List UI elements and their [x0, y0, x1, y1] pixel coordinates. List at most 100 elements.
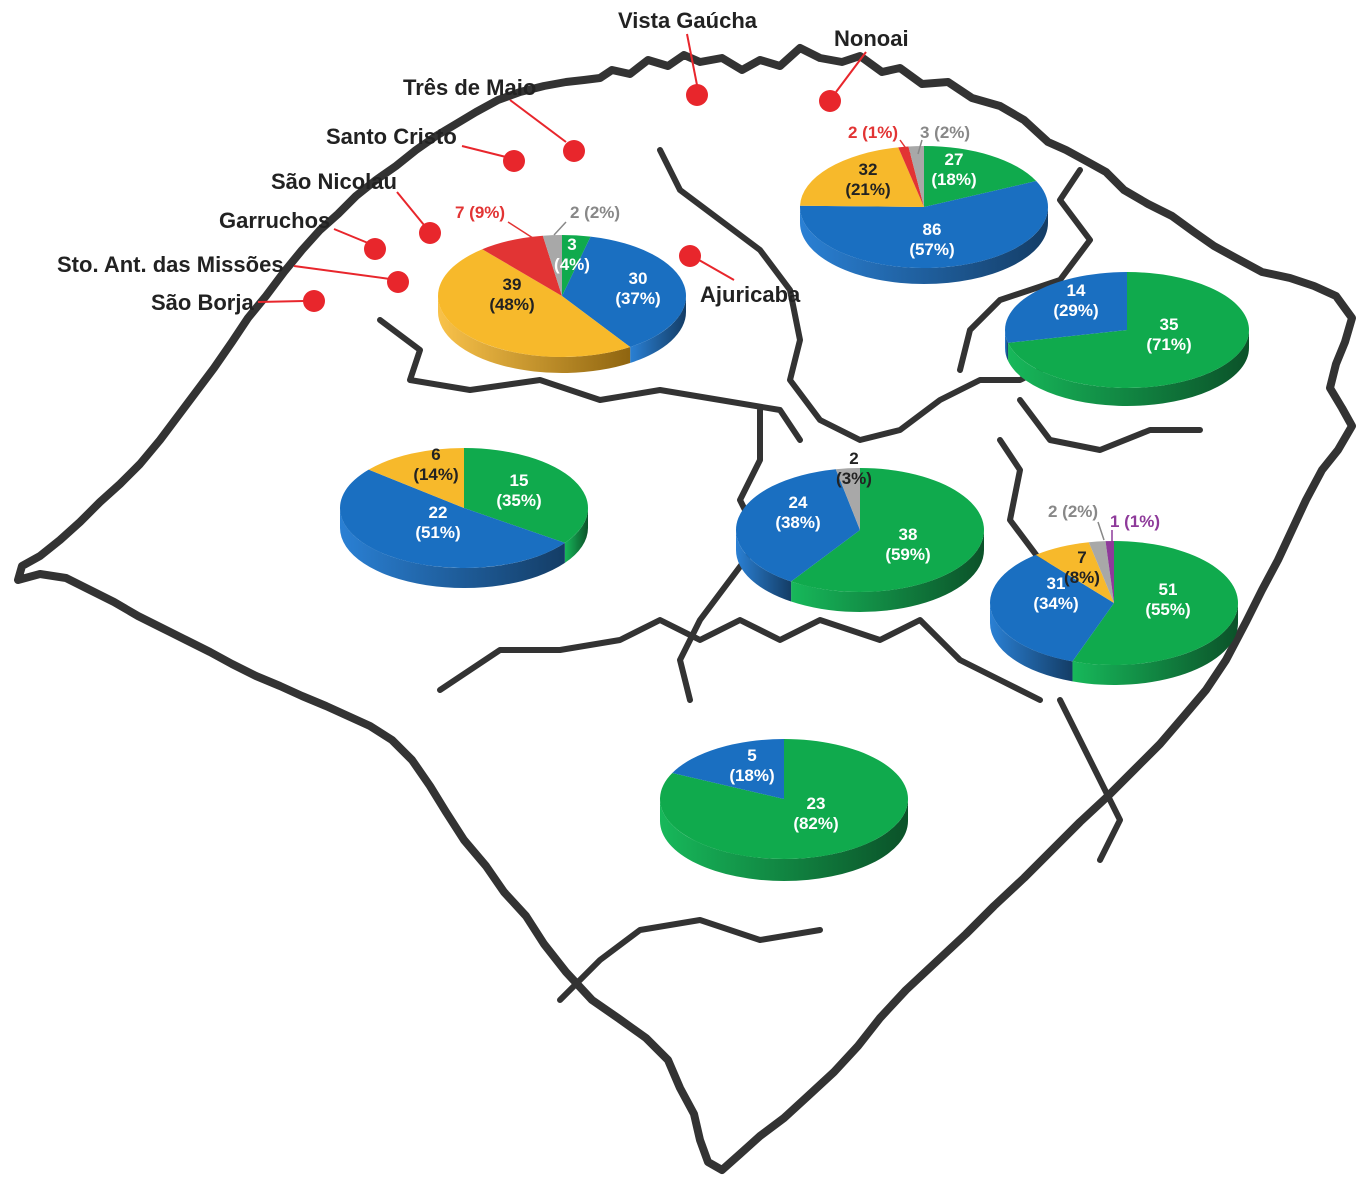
pie-leader-north-4: [917, 139, 923, 155]
pie-slice-east-3: [1088, 541, 1114, 603]
pie-chart-east: 51(55%) 31(34%) 7(8%) 2 (2%) 1 (1%): [990, 502, 1238, 685]
city-label-sao-borja: São Borja: [151, 290, 254, 315]
pie-side-northwest-2: [438, 296, 631, 373]
city-label-sto-ant-missoes: Sto. Ant. das Missões: [57, 252, 284, 277]
pie-slice-north-4: [908, 146, 924, 207]
city-marker-sao-nicolau: [419, 222, 441, 244]
pie-leader-northwest-3: [507, 221, 537, 241]
city-marker-ajuricaba: [679, 245, 701, 267]
pie-slice-northwest-2: [438, 249, 631, 357]
pie-chart-south: 23(82%) 5(18%): [659, 739, 908, 881]
pie-slice-west-0: [464, 448, 588, 543]
pie-value-north-1: 86: [923, 220, 942, 239]
pie-slice-northwest-3: [482, 235, 562, 296]
pie-pct-northwest-0: (4%): [554, 255, 590, 274]
pie-value-northeast-1: 14: [1067, 281, 1086, 300]
pie-side-west-0: [564, 508, 588, 563]
pie-pct-east-1: (34%): [1033, 594, 1078, 613]
pie-pct-north-1: (57%): [909, 240, 954, 259]
pie-label-east-4: 1 (1%): [1110, 512, 1160, 531]
pie-value-east-1: 31: [1047, 574, 1066, 593]
pie-slice-northwest-0: [562, 235, 591, 296]
pie-value-west-1: 22: [429, 503, 448, 522]
city-marker-tres-de-maio: [563, 140, 585, 162]
city-marker-santo-cristo: [503, 150, 525, 172]
pie-pct-west-1: (51%): [415, 523, 460, 542]
pie-value-center-2: 2: [849, 449, 858, 468]
pie-chart-northeast: 35(71%) 14(29%): [1005, 272, 1249, 406]
city-label-nonoai: Nonoai: [834, 26, 909, 51]
pie-value-northeast-0: 35: [1160, 315, 1179, 334]
pie-pct-north-2: (21%): [845, 180, 890, 199]
pie-value-center-0: 38: [899, 525, 918, 544]
pie-value-northwest-2: 39: [503, 275, 522, 294]
pie-pct-south-1: (18%): [729, 766, 774, 785]
pie-side-northeast-1: [1005, 330, 1009, 361]
pie-chart-northwest: 3(4%) 30(37%) 39(48%) 7 (9%) 2 (2%): [438, 203, 686, 373]
city-label-vista-gaucha: Vista Gaúcha: [618, 8, 758, 33]
city-labels: Vista Gaúcha Nonoai Três de Maio Santo C…: [57, 8, 909, 315]
pie-value-west-2: 6: [431, 445, 440, 464]
pie-slice-east-4: [1105, 541, 1114, 603]
city-label-ajuricaba: Ajuricaba: [700, 282, 801, 307]
pie-chart-north: 27(18%) 86(57%) 32(21%) 2 (1%) 3 (2%): [800, 123, 1048, 284]
pie-slice-northwest-4: [542, 235, 562, 296]
city-marker-sto-ant-missoes: [387, 271, 409, 293]
pie-leader-east-3: [1097, 521, 1105, 541]
pie-side-northwest-1: [630, 296, 686, 363]
pie-pct-northeast-1: (29%): [1053, 301, 1098, 320]
pie-side-northeast-0: [1008, 330, 1249, 406]
pie-slice-north-3: [898, 146, 924, 207]
pie-pct-center-0: (59%): [885, 545, 930, 564]
pie-side-center-0: [791, 530, 984, 612]
pie-slice-east-2: [1035, 542, 1114, 603]
pie-slice-north-1: [800, 181, 1048, 268]
pie-pct-west-0: (35%): [496, 491, 541, 510]
pie-slice-west-1: [340, 469, 565, 568]
city-label-tres-de-maio: Três de Maio: [403, 75, 536, 100]
pie-side-center-1: [736, 530, 792, 602]
pie-value-northwest-1: 30: [629, 269, 648, 288]
pie-slice-center-2: [835, 468, 860, 530]
pie-pct-north-0: (18%): [931, 170, 976, 189]
pie-pct-northwest-2: (48%): [489, 295, 534, 314]
pie-slice-northeast-1: [1005, 272, 1127, 343]
state-outline: [14, 44, 1356, 1174]
pie-slice-east-1: [990, 554, 1114, 662]
pie-value-center-1: 24: [789, 493, 808, 512]
pie-label-northwest-4: 2 (2%): [570, 203, 620, 222]
city-leader-lines: [257, 33, 867, 303]
pie-slice-center-1: [736, 469, 860, 582]
pie-label-northwest-3: 7 (9%): [455, 203, 505, 222]
pie-leader-north-3: [899, 139, 911, 155]
pie-side-east-1: [990, 603, 1073, 682]
pie-value-east-2: 7: [1077, 548, 1086, 567]
pie-pct-east-0: (55%): [1145, 600, 1190, 619]
pie-pct-west-2: (14%): [413, 465, 458, 484]
city-label-santo-cristo: Santo Cristo: [326, 124, 457, 149]
pie-slice-west-2: [368, 448, 464, 508]
pie-label-east-3: 2 (2%): [1048, 502, 1098, 521]
pie-label-north-4: 3 (2%): [920, 123, 970, 142]
pie-slice-northeast-0: [1008, 272, 1249, 388]
pie-pct-center-2: (3%): [836, 469, 872, 488]
pie-chart-center: 38(59%) 24(38%) 2(3%): [736, 449, 985, 612]
pie-chart-west: 15(35%) 22(51%) 6(14%): [340, 445, 588, 588]
pie-charts: 3(4%)30(37%)39(48%)7 (9%) 2 (2%)27(18%)86…: [340, 123, 1249, 881]
pie-value-south-1: 5: [747, 746, 756, 765]
pie-side-south-0: [660, 799, 908, 881]
city-label-sao-nicolau: São Nicolau: [271, 169, 397, 194]
pie-side-east-0: [1072, 603, 1238, 685]
pie-slice-south-0: [659, 739, 908, 860]
pie-pct-center-1: (38%): [775, 513, 820, 532]
pie-leader-northwest-4: [553, 221, 567, 236]
pie-slice-northwest-1: [562, 236, 686, 347]
pie-value-north-2: 32: [859, 160, 878, 179]
city-markers: [303, 84, 841, 312]
pie-pct-east-2: (8%): [1064, 568, 1100, 587]
pie-slice-north-2: [800, 147, 924, 207]
pie-pct-northeast-0: (71%): [1146, 335, 1191, 354]
city-marker-nonoai: [819, 90, 841, 112]
pie-pct-south-0: (82%): [793, 814, 838, 833]
